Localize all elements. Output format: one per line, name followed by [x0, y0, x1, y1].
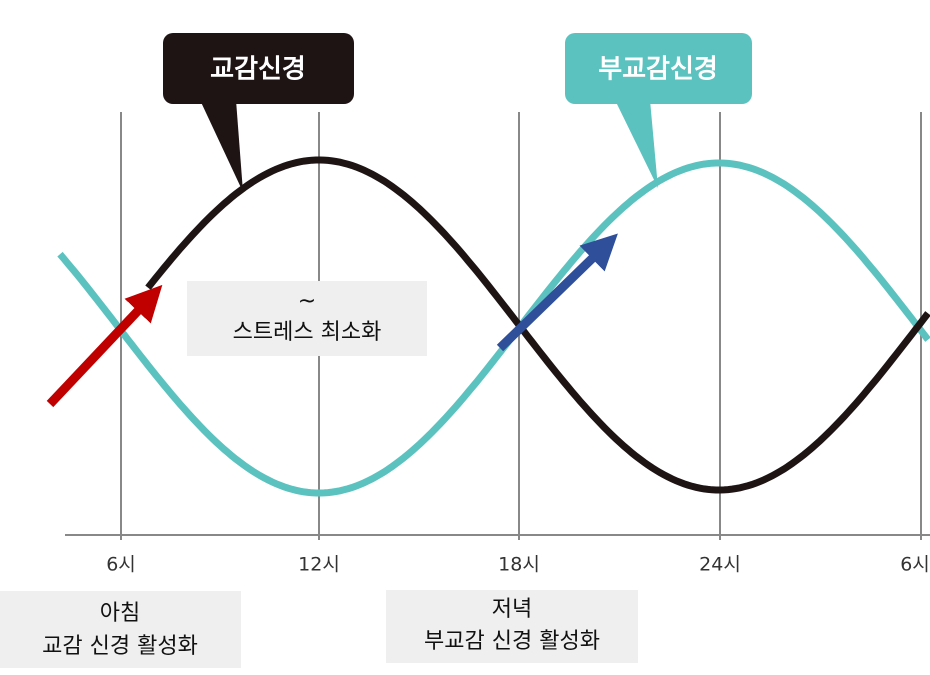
morning-arrow	[46, 284, 163, 408]
note-line: 저녁	[492, 597, 532, 622]
note-line: 아침	[100, 601, 140, 626]
parasympathetic-curve	[57, 159, 930, 497]
tick-label: 6시	[900, 554, 930, 576]
tick-label: 24시	[699, 554, 741, 576]
sympathetic-curve	[145, 156, 930, 494]
evening-arrow	[496, 233, 618, 352]
evening-note: 저녁 부교감 신경 활성화	[386, 590, 638, 663]
note-line: ~	[298, 289, 316, 314]
callout-label: 부교감신경	[598, 55, 718, 85]
tick-label: 18시	[498, 554, 540, 576]
sympathetic-callout: 교감신경	[163, 33, 354, 192]
parasympathetic-callout: 부교감신경	[565, 33, 752, 188]
callout-label: 교감신경	[210, 55, 306, 85]
tick-label: 6시	[106, 554, 136, 576]
note-line: 부교감 신경 활성화	[424, 629, 600, 654]
morning-note: 아침 교감 신경 활성화	[0, 591, 241, 668]
tick-label: 12시	[298, 554, 340, 576]
note-line: 스트레스 최소화	[233, 320, 382, 345]
note-line: 교감 신경 활성화	[42, 634, 198, 659]
stress-note: ~ 스트레스 최소화	[187, 281, 427, 356]
